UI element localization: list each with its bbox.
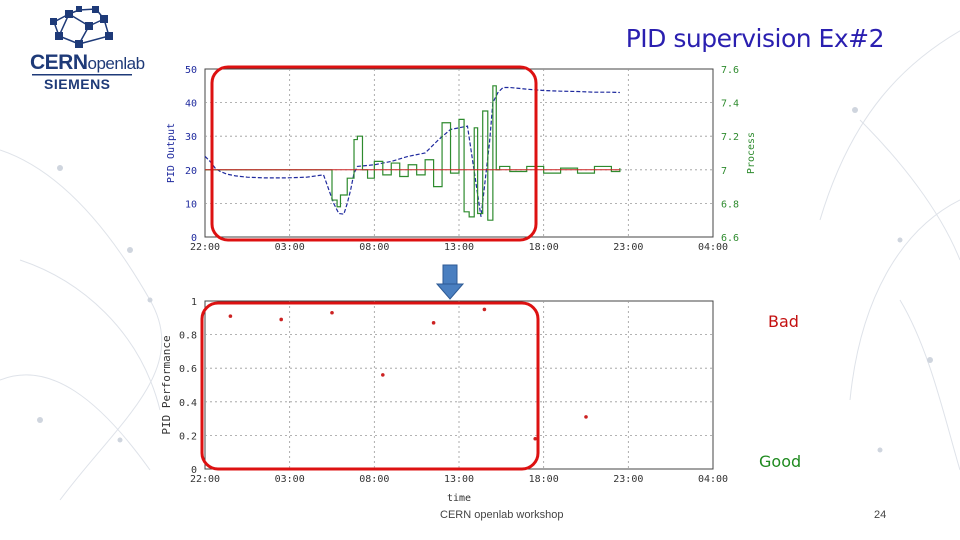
performance-point (533, 436, 537, 441)
y-tick-label: 30 (185, 132, 197, 143)
pid-output-line (204, 86, 620, 217)
x-tick-label: 22:00 (190, 242, 220, 253)
highlight-box-top (210, 65, 538, 242)
x-tick-label: 13:00 (444, 474, 474, 485)
x-axis-label-bottom: time (447, 493, 471, 504)
x-tick-label: 18:00 (529, 474, 559, 485)
performance-point (279, 317, 284, 322)
y-tick-label: 1 (191, 297, 197, 308)
performance-point (330, 310, 334, 315)
y-tick-label: 0.6 (179, 364, 197, 375)
y-right-tick-label: 6.8 (721, 199, 739, 210)
y-tick-label: 50 (185, 65, 197, 76)
down-arrow-icon (435, 264, 465, 300)
y-tick-label: 10 (185, 199, 197, 210)
x-tick-label: 23:00 (613, 474, 643, 485)
y-tick-label: 20 (185, 166, 197, 177)
x-tick-label: 08:00 (359, 474, 389, 485)
x-tick-label: 04:00 (698, 242, 728, 253)
y-right-tick-label: 7.4 (721, 99, 739, 110)
highlight-box-bottom (200, 301, 540, 471)
x-tick-label: 03:00 (275, 242, 305, 253)
good-label: Good (759, 452, 802, 471)
x-tick-label: 03:00 (275, 474, 305, 485)
y-axis-label-bottom: PID Performance (160, 335, 173, 434)
x-tick-label: 22:00 (190, 474, 220, 485)
performance-point (381, 373, 385, 377)
y-right-tick-label: 7 (721, 166, 727, 177)
y-tick-label: 0 (191, 233, 197, 244)
logo-divider (32, 74, 132, 76)
performance-point (482, 307, 487, 312)
y-tick-label: 0.2 (179, 431, 197, 442)
cern-openlab-siemens-logo: CERNopenlab SIEMENS (14, 4, 184, 94)
pid-output-chart: 22:00 03:00 08:00 13:00 18:00 23:00 04:00 0 10 20… (166, 65, 757, 253)
y-right-tick-label: 7.6 (721, 65, 739, 76)
x-tick-label: 04:00 (698, 474, 728, 485)
x-tick-label: 08:00 (359, 242, 389, 253)
y-tick-label: 40 (185, 99, 197, 110)
y-tick-label: 0 (191, 465, 197, 476)
y-axis-label-right: Process (746, 132, 757, 174)
series-top (204, 85, 621, 221)
y-axis-label-left: PID Output (166, 123, 177, 183)
slide-title: PID supervision Ex#2 (625, 24, 885, 53)
siemens-wordmark: SIEMENS (44, 76, 111, 92)
cern-network-emblem-icon (50, 6, 113, 48)
x-tick-label: 23:00 (613, 242, 643, 253)
performance-point (431, 321, 436, 325)
cern-openlab-wordmark: CERNopenlab (30, 51, 145, 74)
ticks-top: 22:00 03:00 08:00 13:00 18:00 23:00 04:00 0 10 20… (185, 65, 739, 253)
x-tick-label: 18:00 (529, 242, 559, 253)
performance-point (584, 415, 588, 419)
x-tick-label: 13:00 (444, 242, 474, 253)
ticks-bottom: 22:00 03:00 08:00 13:00 18:00 23:00 04:00 0 0.2 0… (179, 297, 728, 485)
y-tick-label: 0.4 (179, 398, 197, 409)
y-tick-label: 0.8 (179, 331, 197, 342)
grid-bottom (205, 301, 713, 469)
footer-event-name: CERN openlab workshop (440, 509, 564, 521)
grid-top (205, 69, 713, 237)
series-bottom (228, 307, 588, 441)
page-number: 24 (874, 509, 887, 521)
pid-performance-chart: 22:00 03:00 08:00 13:00 18:00 23:00 04:00 0 0.2 0… (160, 297, 728, 504)
process-line (205, 85, 621, 221)
y-right-tick-label: 6.6 (721, 233, 739, 244)
bad-label: Bad (768, 312, 799, 331)
y-right-tick-label: 7.2 (721, 132, 739, 143)
performance-point (228, 314, 233, 318)
